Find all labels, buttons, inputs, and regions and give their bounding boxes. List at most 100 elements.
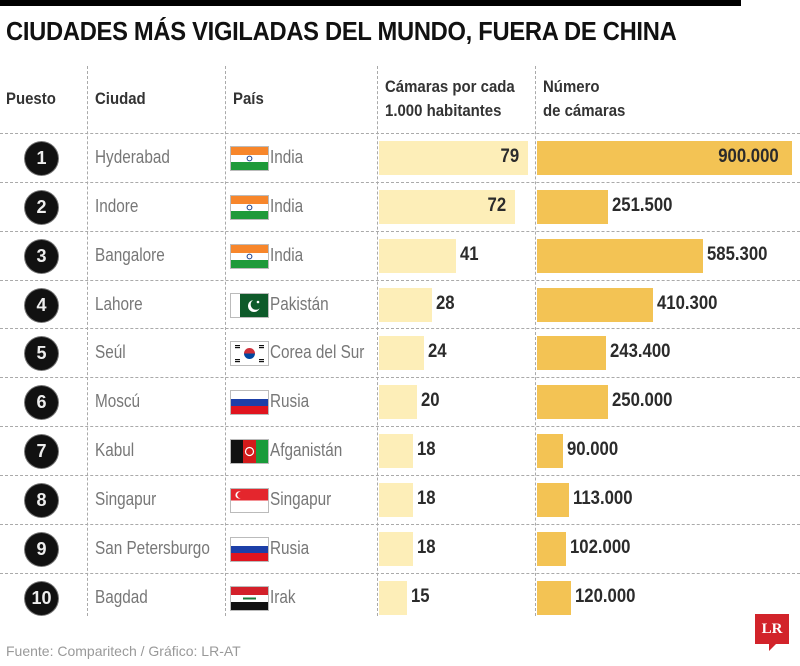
- india-flag-icon: [230, 146, 269, 171]
- country-name: Corea del Sur: [270, 342, 365, 362]
- row-divider: [0, 475, 800, 476]
- city-name: Kabul: [95, 440, 135, 460]
- rate-value: 28: [436, 293, 455, 314]
- russia-flag-icon: [230, 390, 269, 415]
- row-divider: [0, 182, 800, 183]
- rate-bar: [379, 239, 456, 273]
- rate-value: 18: [417, 488, 436, 509]
- rank-number: 6: [36, 392, 47, 412]
- header-rate-line1: Cámaras por cada: [385, 77, 515, 96]
- rank-number: 2: [36, 197, 47, 217]
- header-count-line2: de cámaras: [543, 101, 626, 120]
- row-divider: [0, 524, 800, 525]
- source-footer: Fuente: Comparitech / Gráfico: LR-AT: [6, 643, 241, 659]
- camera-count-bar: [537, 288, 653, 322]
- city-name: Bagdad: [95, 587, 148, 607]
- rank-number: 7: [36, 441, 47, 461]
- rate-bar: [379, 385, 417, 419]
- iraq-flag-icon: [230, 586, 269, 611]
- camera-count-bar: [537, 483, 569, 517]
- rank-badge: 5: [25, 337, 58, 370]
- rate-value: 41: [460, 244, 479, 265]
- camera-count-value: 120.000: [575, 586, 636, 607]
- rank-badge: 7: [25, 435, 58, 468]
- city-name: Bangalore: [95, 245, 165, 265]
- chart-title: CIUDADES MÁS VIGILADAS DEL MUNDO, FUERA …: [6, 18, 677, 46]
- header-city: Ciudad: [95, 89, 146, 108]
- column-divider: [225, 66, 226, 616]
- rate-bar: [379, 581, 407, 615]
- rate-value: 20: [421, 390, 440, 411]
- rate-value: 15: [411, 586, 430, 607]
- rank-number: 4: [36, 295, 47, 315]
- row-divider: [0, 377, 800, 378]
- table-row: 10 Bagdad Irak 15 120.000: [0, 573, 800, 622]
- row-divider: [0, 426, 800, 427]
- camera-count-value: 585.300: [707, 244, 768, 265]
- country-name: Rusia: [270, 538, 310, 558]
- rank-badge: 3: [25, 240, 58, 273]
- rank-badge: 8: [25, 484, 58, 517]
- header-rate-line2: 1.000 habitantes: [385, 101, 502, 120]
- camera-count-bar: [537, 532, 566, 566]
- country-name: Pakistán: [270, 294, 329, 314]
- row-divider: [0, 328, 800, 329]
- camera-count-value: 900.000: [718, 146, 779, 167]
- header-rank: Puesto: [6, 89, 56, 108]
- camera-count-bar: [537, 239, 703, 273]
- table-row: 1 Hyderabad India 79 900.000: [0, 133, 800, 182]
- rank-badge: 10: [25, 582, 58, 615]
- rate-value: 18: [417, 439, 436, 460]
- row-divider: [0, 133, 800, 134]
- rank-badge: 2: [25, 191, 58, 224]
- rank-badge: 6: [25, 386, 58, 419]
- rank-badge: 4: [25, 289, 58, 322]
- india-flag-icon: [230, 195, 269, 220]
- rate-bar: [379, 288, 432, 322]
- row-divider: [0, 231, 800, 232]
- country-name: Afganistán: [270, 440, 343, 460]
- lr-logo: LR: [755, 614, 789, 651]
- country-name: Irak: [270, 587, 296, 607]
- camera-count-value: 410.300: [657, 293, 718, 314]
- india-flag-icon: [230, 244, 269, 269]
- header-count-line1: Número: [543, 77, 600, 96]
- camera-count-bar: [537, 141, 792, 175]
- pakistan-flag-icon: [230, 293, 269, 318]
- table-row: 4 Lahore Pakistán 28 410.300: [0, 280, 800, 329]
- country-name: Singapur: [270, 489, 332, 509]
- rank-number: 3: [36, 246, 47, 266]
- table-row: 6 Moscú Rusia 20 250.000: [0, 377, 800, 426]
- table-row: 7 Kabul Afganistán 18 90.000: [0, 426, 800, 475]
- camera-count-value: 250.000: [612, 390, 673, 411]
- table-row: 2 Indore India 72 251.500: [0, 182, 800, 231]
- rank-number: 1: [36, 148, 47, 168]
- country-name: India: [270, 196, 304, 216]
- camera-count-value: 243.400: [610, 341, 671, 362]
- rate-value: 24: [428, 341, 447, 362]
- rate-bar: [379, 483, 413, 517]
- country-name: India: [270, 245, 304, 265]
- rate-value: 72: [487, 195, 507, 216]
- column-divider: [87, 66, 88, 616]
- rank-badge: 1: [25, 142, 58, 175]
- table-row: 8 Singapur Singapur 18 113.000: [0, 475, 800, 524]
- city-name: Seúl: [95, 342, 126, 362]
- south-korea-flag-icon: [230, 341, 269, 366]
- rank-number: 8: [36, 490, 47, 510]
- row-divider: [0, 573, 800, 574]
- table-row: 3 Bangalore India 41 585.300: [0, 231, 800, 280]
- camera-count-value: 102.000: [570, 537, 631, 558]
- rate-value: 18: [417, 537, 436, 558]
- afghanistan-flag-icon: [230, 439, 269, 464]
- rank-badge: 9: [25, 533, 58, 566]
- city-name: San Petersburgo: [95, 538, 210, 558]
- camera-count-bar: [537, 434, 563, 468]
- russia-flag-icon: [230, 537, 269, 562]
- rate-bar: [379, 190, 515, 224]
- rate-bar: [379, 532, 413, 566]
- camera-count-bar: [537, 190, 608, 224]
- camera-count-value: 113.000: [573, 488, 633, 509]
- header-country: País: [233, 89, 264, 108]
- rate-bar: [379, 141, 528, 175]
